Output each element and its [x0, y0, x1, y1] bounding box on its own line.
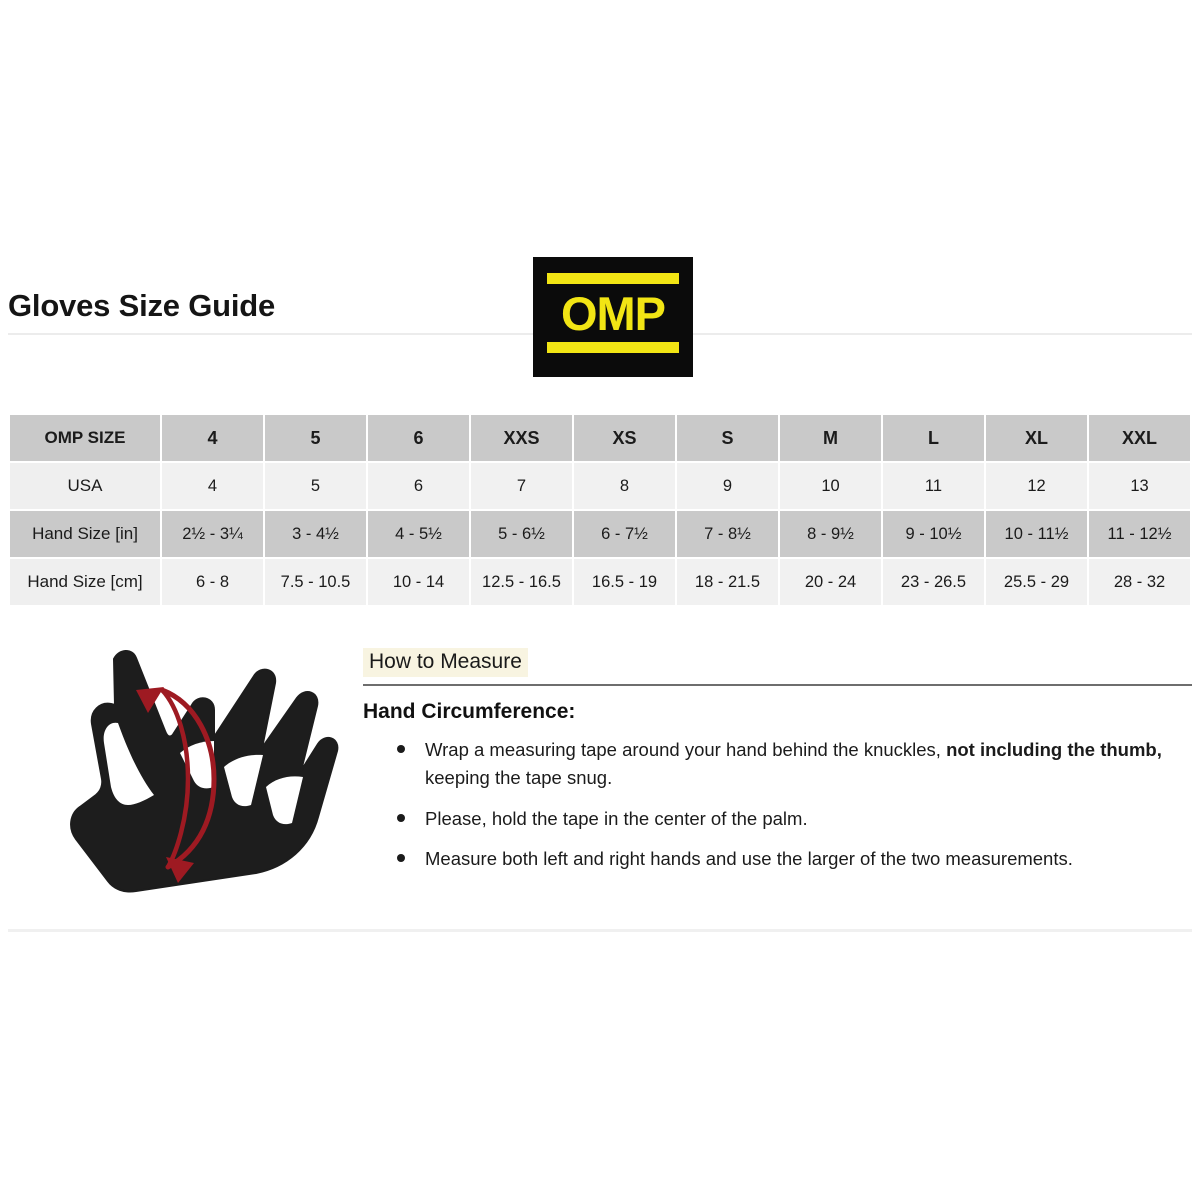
measure-bullet-list: Wrap a measuring tape around your hand b…	[363, 736, 1192, 873]
table-cell: 6 - 8	[162, 559, 263, 605]
table-cell: 18 - 21.5	[677, 559, 778, 605]
table-row-label: USA	[10, 463, 160, 509]
table-column-header-l: L	[883, 415, 984, 461]
table-cell: 9	[677, 463, 778, 509]
bullet-dot-icon	[397, 813, 405, 822]
table-column-header-xs: XS	[574, 415, 675, 461]
table-column-header-4: 4	[162, 415, 263, 461]
table-cell: 7	[471, 463, 572, 509]
table-cell: 4	[162, 463, 263, 509]
table-cell: 28 - 32	[1089, 559, 1190, 605]
table-column-header-xxs: XXS	[471, 415, 572, 461]
table-column-header-s: S	[677, 415, 778, 461]
logo-bar-bottom	[547, 342, 679, 353]
table-column-header-6: 6	[368, 415, 469, 461]
table-cell: 6	[368, 463, 469, 509]
table-cell: 16.5 - 19	[574, 559, 675, 605]
bullet-dot-icon	[397, 745, 405, 754]
measure-bullet-item: Please, hold the tape in the center of t…	[363, 805, 1192, 833]
bullet-text-emphasis: not including the thumb,	[946, 739, 1162, 761]
size-table-body: OMP SIZE 4 5 6 XXS XS S M L XL XXL USA 4 5 6 7 8 9 10 11 1…	[10, 415, 1190, 605]
size-table: OMP SIZE 4 5 6 XXS XS S M L XL XXL USA 4 5 6 7 8 9 10 11 1…	[8, 413, 1192, 607]
bullet-dot-icon	[397, 854, 405, 863]
measure-bullet-item: Measure both left and right hands and us…	[363, 845, 1192, 873]
tape-loop	[159, 687, 217, 870]
bullet-text: Please, hold the tape in the center of t…	[425, 807, 808, 829]
bullet-text: Measure both left and right hands and us…	[425, 848, 1073, 870]
table-column-header-m: M	[780, 415, 881, 461]
table-cell: 20 - 24	[780, 559, 881, 605]
page-title: Gloves Size Guide	[8, 288, 276, 323]
measure-instructions: How to Measure Hand Circumference: Wrap …	[363, 648, 1192, 886]
table-cell: 23 - 26.5	[883, 559, 984, 605]
table-column-header-xl: XL	[986, 415, 1087, 461]
table-cell: 10	[780, 463, 881, 509]
table-row: Hand Size [in] 2½ - 3¼ 3 - 4½ 4 - 5½ 5 - 6½ 6…	[10, 511, 1190, 557]
bullet-text: Wrap a measuring tape around your hand b…	[425, 739, 947, 761]
table-cell: 3 - 4½	[265, 511, 366, 557]
hand-measuring-illustration	[18, 645, 348, 900]
measure-bullet-item: Wrap a measuring tape around your hand b…	[363, 736, 1192, 792]
tape-arrowheads	[136, 687, 194, 883]
table-cell: 4 - 5½	[368, 511, 469, 557]
footer-divider	[8, 929, 1192, 932]
how-to-measure-section: How to Measure Hand Circumference: Wrap …	[0, 640, 1200, 930]
table-cell: 25.5 - 29	[986, 559, 1087, 605]
table-cell: 10 - 14	[368, 559, 469, 605]
table-cell: 13	[1089, 463, 1190, 509]
measure-divider	[363, 684, 1192, 687]
table-cell: 11	[883, 463, 984, 509]
table-cell: 12	[986, 463, 1087, 509]
hand-silhouette	[70, 650, 339, 893]
table-column-header-5: 5	[265, 415, 366, 461]
table-header-label: OMP SIZE	[10, 415, 160, 461]
table-cell: 7.5 - 10.5	[265, 559, 366, 605]
table-header-row: OMP SIZE 4 5 6 XXS XS S M L XL XXL	[10, 415, 1190, 461]
table-cell: 2½ - 3¼	[162, 511, 263, 557]
table-column-header-xxl: XXL	[1089, 415, 1190, 461]
table-cell: 12.5 - 16.5	[471, 559, 572, 605]
table-cell: 8	[574, 463, 675, 509]
hand-circumference-subtitle: Hand Circumference:	[363, 700, 576, 724]
table-cell: 11 - 12½	[1089, 511, 1190, 557]
table-cell: 5 - 6½	[471, 511, 572, 557]
table-cell: 6 - 7½	[574, 511, 675, 557]
table-row: USA 4 5 6 7 8 9 10 11 12 13	[10, 463, 1190, 509]
bullet-text-tail: keeping the tape snug.	[425, 766, 613, 788]
table-cell: 7 - 8½	[677, 511, 778, 557]
omp-logo: OMP	[533, 257, 693, 377]
table-cell: 8 - 9½	[780, 511, 881, 557]
table-row-label: Hand Size [in]	[10, 511, 160, 557]
table-cell: 10 - 11½	[986, 511, 1087, 557]
logo-bar-top	[547, 273, 679, 284]
table-cell: 9 - 10½	[883, 511, 984, 557]
logo-wordmark: OMP	[560, 286, 666, 340]
table-row: Hand Size [cm] 6 - 8 7.5 - 10.5 10 - 14 12.5…	[10, 559, 1190, 605]
how-to-measure-title: How to Measure	[363, 648, 528, 678]
table-row-label: Hand Size [cm]	[10, 559, 160, 605]
table-cell: 5	[265, 463, 366, 509]
